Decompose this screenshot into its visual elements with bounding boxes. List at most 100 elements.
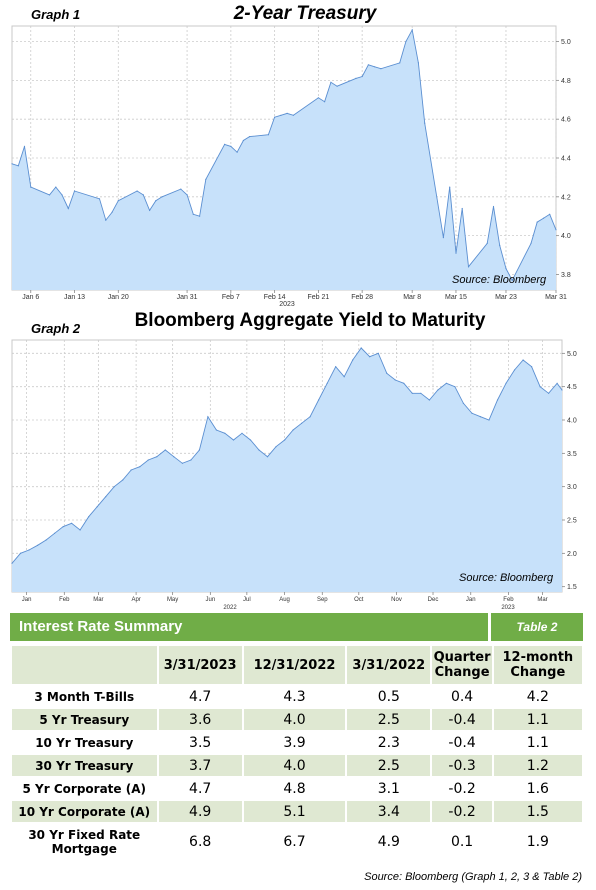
- data-point: [55, 186, 57, 188]
- data-point: [486, 242, 488, 244]
- y-tick-label: 4.5: [567, 384, 577, 391]
- data-point: [62, 526, 64, 528]
- data-point: [249, 136, 251, 138]
- data-point: [394, 379, 396, 381]
- data-point: [369, 356, 371, 358]
- data-point: [142, 194, 144, 196]
- data-point: [292, 429, 294, 431]
- table-cell: 2.3: [347, 732, 431, 753]
- data-point: [96, 506, 98, 508]
- y-tick-label: 3.5: [567, 451, 577, 458]
- data-point: [377, 352, 379, 354]
- data-point: [428, 399, 430, 401]
- data-point: [386, 372, 388, 374]
- data-point: [130, 469, 132, 471]
- table-cell: 2.5: [347, 755, 431, 776]
- data-point: [71, 522, 73, 524]
- data-point: [467, 266, 470, 268]
- table-cell: -0.4: [432, 709, 492, 730]
- table-cell: 4.9: [158, 801, 242, 822]
- data-point: [241, 432, 243, 434]
- data-point: [360, 347, 362, 349]
- x-tick-label: Jan: [22, 597, 32, 603]
- x-tick-label: Mar: [537, 597, 547, 603]
- table-title: Interest Rate Summary: [19, 618, 183, 635]
- x-tick-label: Feb 7: [222, 294, 240, 301]
- table-cell: 3.5: [158, 732, 242, 753]
- table-cell: -0.3: [432, 755, 492, 776]
- data-point: [286, 112, 288, 114]
- data-point: [17, 165, 19, 167]
- col-header: Quarter Change: [432, 646, 492, 684]
- data-point: [324, 101, 326, 103]
- data-point: [492, 205, 495, 208]
- table-title-banner: Interest Rate Summary: [10, 613, 488, 641]
- table-cell: -0.4: [432, 732, 492, 753]
- table-label-banner: Table 2: [491, 613, 583, 641]
- col-header: 3/31/2023: [158, 646, 242, 684]
- data-point: [28, 549, 30, 551]
- table-cell: 5.1: [243, 801, 346, 822]
- graph2-source: Source: Bloomberg: [459, 572, 554, 584]
- data-point: [330, 81, 332, 83]
- x-tick-label: Oct: [354, 597, 364, 603]
- table-cell: 4.7: [158, 686, 242, 707]
- data-point: [139, 466, 141, 468]
- data-point: [19, 552, 22, 554]
- data-point: [352, 359, 354, 361]
- table-row: 5 Yr Treasury 3.6 4.0 2.5 -0.4 1.1: [12, 709, 582, 730]
- data-point: [88, 516, 90, 518]
- data-point: [61, 194, 63, 196]
- data-point: [164, 449, 166, 451]
- graph2-chart: 1.5 2.0 2.5 3.0 3.5 4.0 4.5 5.0 Jan Feb Mar Apr May J…: [11, 339, 577, 611]
- data-point: [190, 459, 192, 461]
- x-tick-label: Jan 13: [64, 294, 85, 301]
- data-point: [488, 419, 490, 421]
- data-point: [186, 194, 188, 196]
- col-header: [12, 646, 157, 684]
- table-cell: 3.1: [347, 778, 431, 799]
- table-cell: 4.0: [243, 755, 346, 776]
- x-tick-label: Feb: [59, 597, 70, 603]
- data-point: [30, 186, 32, 188]
- table-cell: 1.1: [493, 709, 582, 730]
- area-fill: [12, 348, 562, 592]
- y-tick-label: 4.0: [561, 233, 571, 240]
- x-tick-label: Jan 31: [177, 294, 198, 301]
- data-point: [113, 486, 115, 488]
- data-point: [111, 211, 113, 213]
- data-point: [122, 479, 124, 481]
- table-row: 30 Yr Fixed Rate Mortgage 6.8 6.7 4.9 0.…: [12, 824, 582, 860]
- year-label: 2023: [501, 605, 515, 611]
- data-point: [536, 221, 538, 223]
- data-point: [117, 200, 119, 202]
- data-point: [192, 213, 194, 215]
- data-point: [224, 143, 226, 145]
- table-row: 3 Month T-Bills 4.7 4.3 0.5 0.4 4.2: [12, 686, 582, 707]
- graph1-chart: 3.8 4.0 4.2 4.4 4.6 4.8 5.0 Jan 6 Jan 13 Jan 20 Ja…: [11, 25, 571, 308]
- series-line: [11, 347, 563, 564]
- area-fill: [12, 29, 556, 291]
- x-tick-label: Jan 20: [108, 294, 129, 301]
- x-tick-label: Jan 6: [22, 294, 39, 301]
- data-point: [98, 198, 101, 200]
- table-cell: 1.6: [493, 778, 582, 799]
- data-point: [505, 382, 507, 384]
- data-point: [505, 268, 507, 270]
- data-point: [230, 145, 232, 147]
- table-cell: 0.5: [347, 686, 431, 707]
- data-point: [236, 151, 238, 153]
- row-label: 5 Yr Treasury: [12, 709, 157, 730]
- data-point: [205, 178, 207, 180]
- data-point: [420, 392, 422, 394]
- data-point: [367, 64, 369, 66]
- data-point: [336, 85, 338, 87]
- data-point: [405, 40, 407, 43]
- data-point: [471, 412, 473, 414]
- data-point: [23, 145, 26, 147]
- y-tick-label: 3.0: [567, 484, 577, 491]
- y-tick-label: 4.8: [561, 78, 571, 85]
- data-point: [424, 122, 426, 124]
- table-row: 30 Yr Treasury 3.7 4.0 2.5 -0.3 1.2: [12, 755, 582, 776]
- data-point: [198, 449, 200, 451]
